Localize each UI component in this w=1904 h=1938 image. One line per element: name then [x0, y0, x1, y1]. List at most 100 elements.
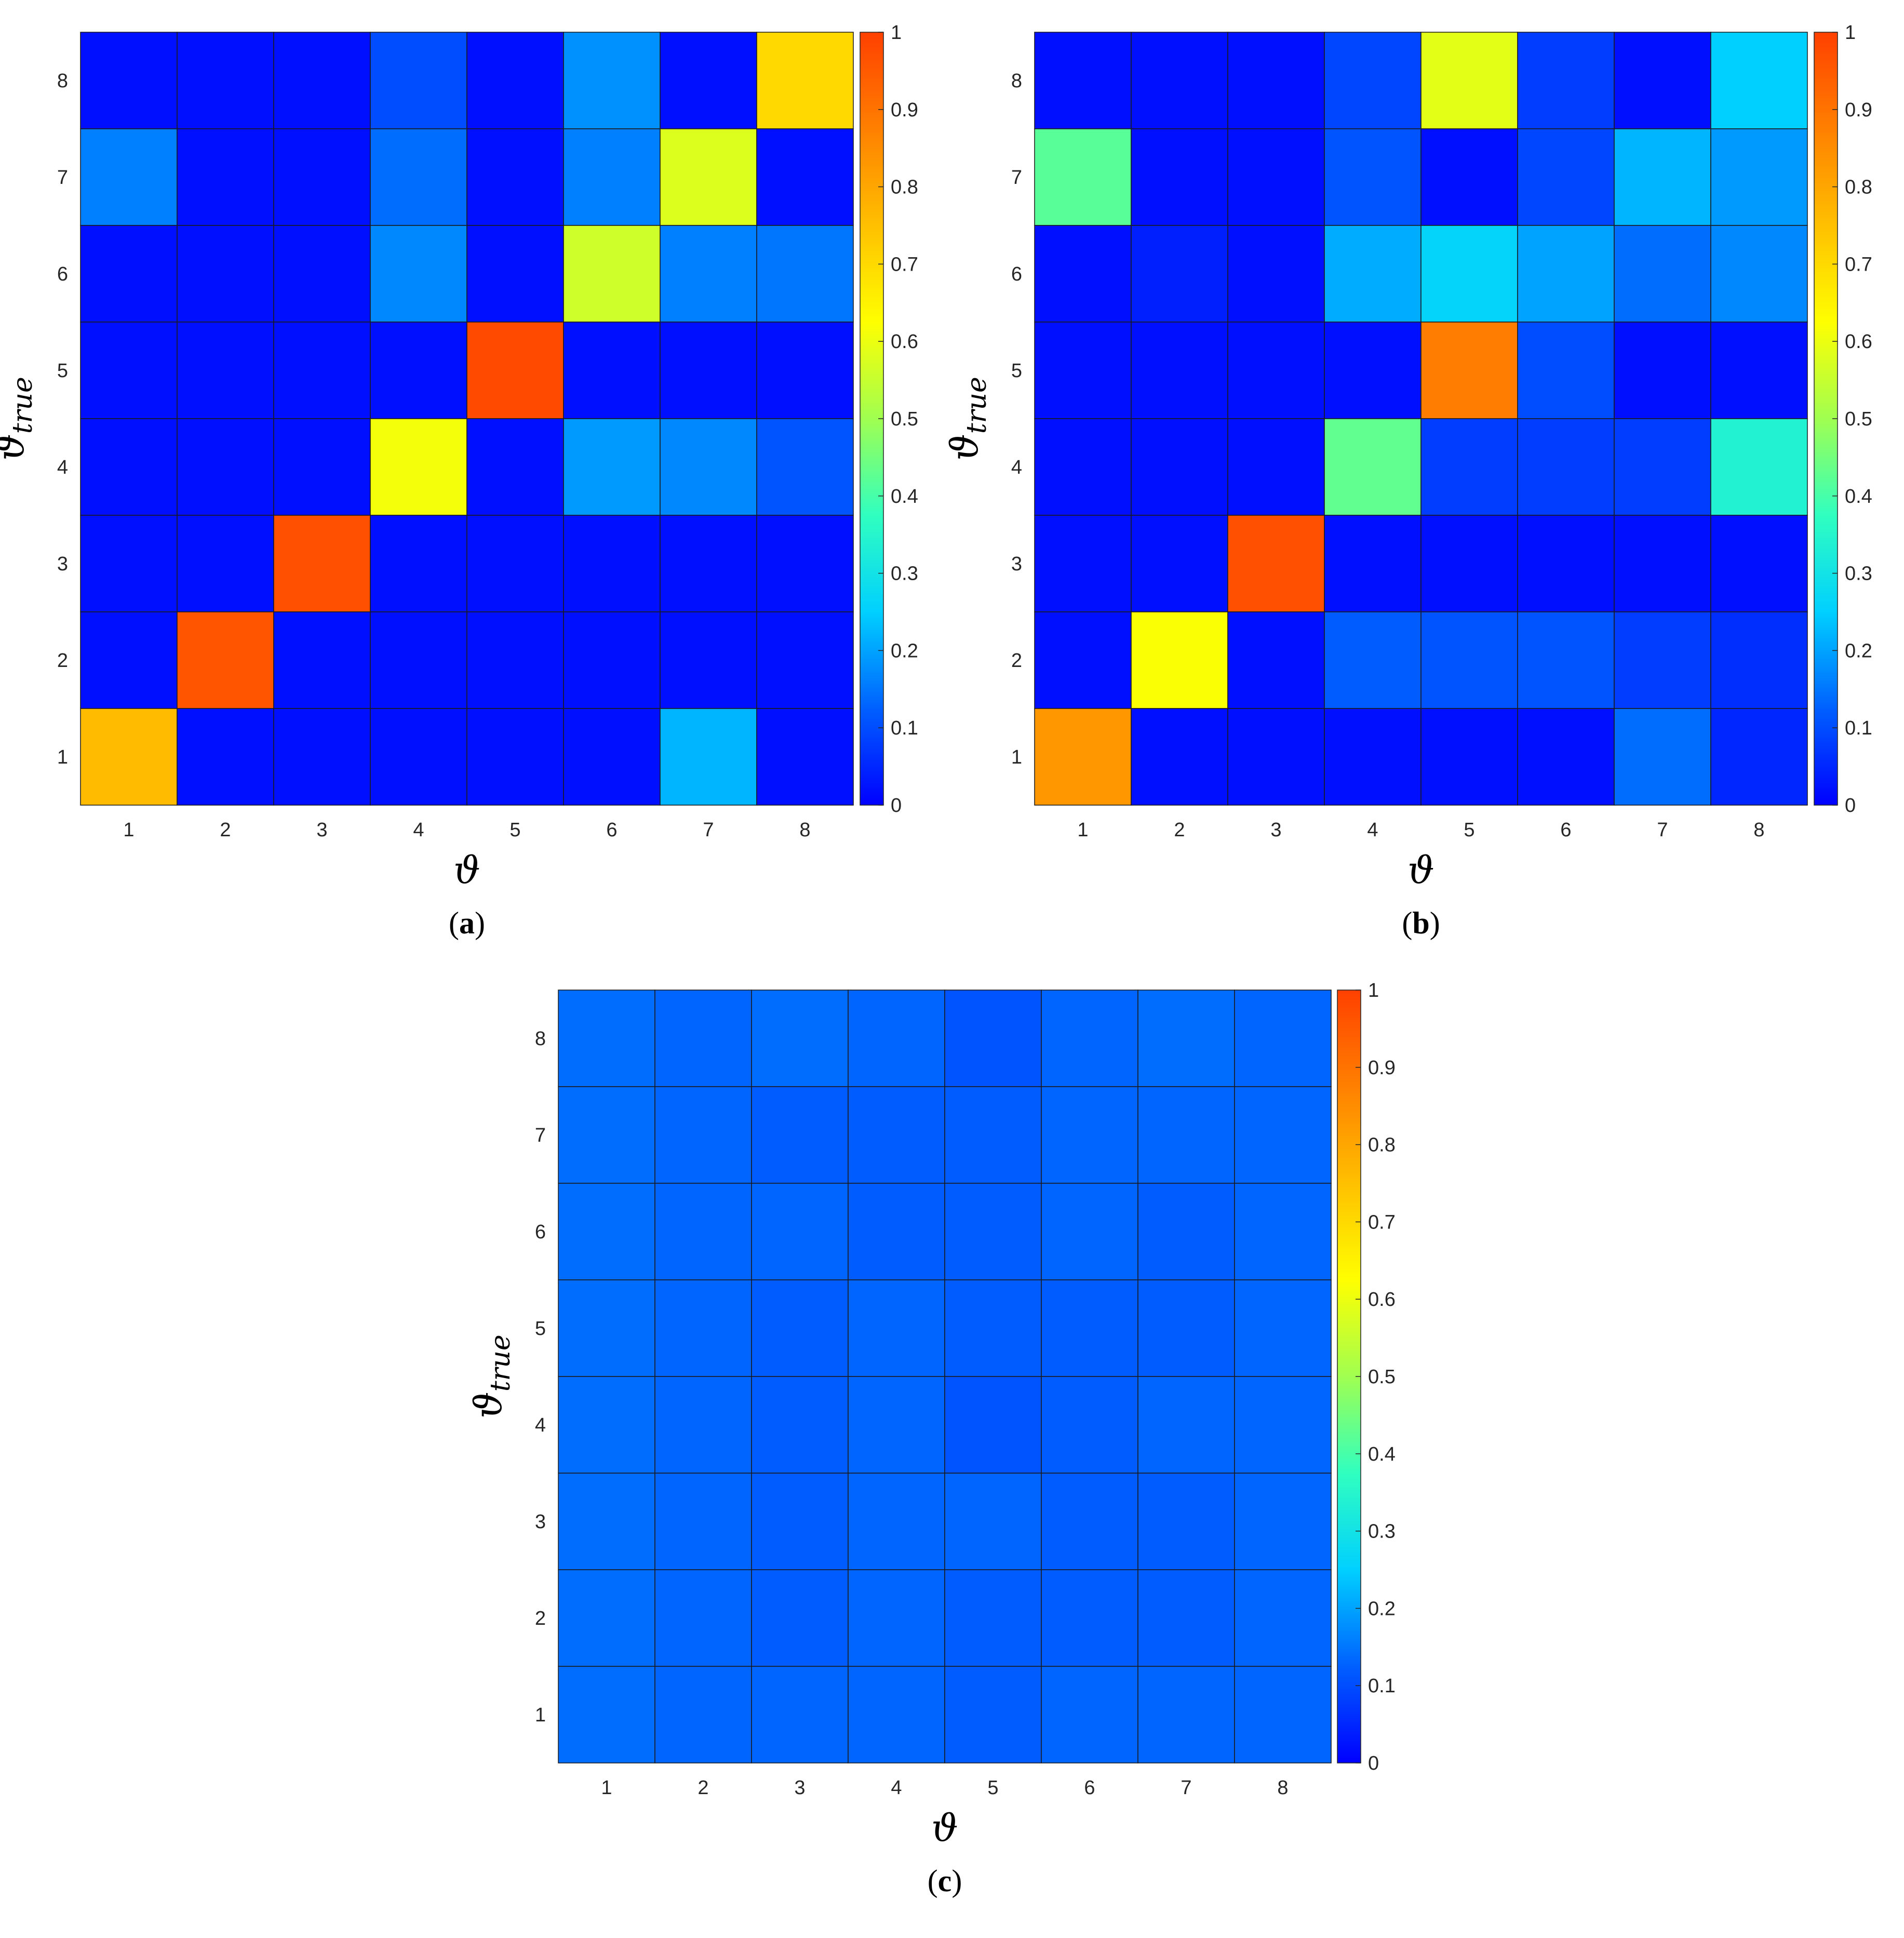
- y-tick-label: 3: [57, 553, 68, 575]
- heatmap-cell-a-r5-c5: [466, 322, 564, 419]
- heatmap-cell-b-r5-c5: [1420, 322, 1518, 419]
- y-tick-label: 7: [57, 167, 68, 189]
- heatmap-cell-c-r3-c6: [1041, 1473, 1138, 1570]
- x-tick-label: 6: [1084, 1777, 1095, 1799]
- heatmap-cell-b-r1-c7: [1614, 708, 1711, 806]
- heatmap-cell-c-r6-c1: [558, 1183, 655, 1280]
- heatmap-cell-b-r5-c2: [1131, 322, 1228, 419]
- heatmap-cell-b-r6-c3: [1227, 225, 1325, 323]
- heatmap-cell-c-r4-c8: [1234, 1376, 1332, 1474]
- y-axis-label-b: ϑtrue: [943, 377, 993, 461]
- heatmap-cell-b-r7-c8: [1710, 128, 1808, 226]
- heatmap-cell-a-r5-c6: [563, 322, 661, 419]
- panel-a: 1234567812345678ϑϑtrue00.10.20.30.40.50.…: [0, 22, 918, 940]
- heatmap-cell-a-r7-c3: [273, 128, 371, 226]
- colorbar-tick-label: 0.9: [1368, 1057, 1396, 1079]
- heatmap-cell-a-r3-c7: [660, 515, 757, 612]
- heatmap-cell-c-r2-c8: [1234, 1569, 1332, 1667]
- heatmap-cell-b-r2-c8: [1710, 611, 1808, 709]
- y-tick-label: 8: [1011, 70, 1022, 92]
- colorbar-tick-label: 0: [1368, 1753, 1379, 1774]
- heatmap-cell-a-r6-c4: [370, 225, 467, 323]
- heatmap-cell-a-r4-c5: [466, 418, 564, 516]
- x-tick-labels-c: 1 2 3 4 5 6 7 8: [601, 1777, 1288, 1799]
- colorbar-tick-label: 1: [1845, 22, 1856, 44]
- caption-paren-close: ): [951, 1864, 962, 1898]
- heatmap-cell-a-r7-c2: [177, 128, 274, 226]
- caption-letter: b: [1412, 906, 1429, 940]
- heatmap-cell-c-r8-c6: [1041, 990, 1138, 1087]
- heatmap-cell-b-r4-c2: [1131, 418, 1228, 516]
- x-tick-label: 1: [601, 1777, 612, 1799]
- heatmap-cell-a-r4-c3: [273, 418, 371, 516]
- colorbar-tick-label: 0.8: [1368, 1134, 1396, 1156]
- heatmap-cell-c-r7-c5: [944, 1086, 1042, 1184]
- heatmap-cell-b-r8-c5: [1420, 32, 1518, 129]
- heatmap-cell-c-r1-c2: [654, 1666, 752, 1763]
- colorbar-tick-label: 0.3: [891, 563, 918, 585]
- heatmap-cell-a-r6-c5: [466, 225, 564, 323]
- heatmap-cell-a-r8-c2: [177, 32, 274, 129]
- heatmap-cell-b-r8-c2: [1131, 32, 1228, 129]
- heatmap-cell-b-r6-c6: [1517, 225, 1615, 323]
- heatmap-cell-c-r6-c2: [654, 1183, 752, 1280]
- heatmap-cell-b-r2-c7: [1614, 611, 1711, 709]
- heatmap-cell-b-r4-c5: [1420, 418, 1518, 516]
- heatmap-cell-c-r2-c3: [751, 1569, 849, 1667]
- y-tick-label: 4: [57, 457, 68, 478]
- heatmap-cell-c-r1-c7: [1137, 1666, 1235, 1763]
- colorbar-a: 0 0.1 0.2 0.3 0.4 0.5 0.6 0.7 0.8 0.9 1: [860, 22, 918, 817]
- x-axis-label-a: ϑ: [453, 848, 480, 892]
- heatmap-cell-b-r3-c1: [1034, 515, 1132, 612]
- x-tick-label: 5: [987, 1777, 998, 1799]
- x-tick-label: 1: [1077, 819, 1088, 841]
- heatmap-cell-c-r7-c8: [1234, 1086, 1332, 1184]
- heatmap-cell-c-r7-c7: [1137, 1086, 1235, 1184]
- x-tick-label: 6: [606, 819, 617, 841]
- y-axis-label-subscript: true: [7, 377, 38, 434]
- y-axis-label-subscript: true: [485, 1334, 516, 1392]
- heatmap-cell-c-r8-c4: [848, 990, 945, 1087]
- colorbar-tick-label: 0.5: [1368, 1366, 1396, 1388]
- heatmap-cell-a-r3-c6: [563, 515, 661, 612]
- heatmap-cell-a-r1-c3: [273, 708, 371, 806]
- heatmap-cell-b-r4-c1: [1034, 418, 1132, 516]
- heatmap-cell-b-r2-c1: [1034, 611, 1132, 709]
- caption-paren-close: ): [1430, 906, 1440, 940]
- heatmap-cell-b-r3-c2: [1131, 515, 1228, 612]
- heatmap-cell-b-r4-c7: [1614, 418, 1711, 516]
- x-tick-label: 1: [123, 819, 134, 841]
- heatmap-cell-a-r4-c6: [563, 418, 661, 516]
- heatmap-cell-b-r7-c5: [1420, 128, 1518, 226]
- heatmap-cell-c-r6-c5: [944, 1183, 1042, 1280]
- heatmap-cell-b-r7-c4: [1324, 128, 1422, 226]
- y-axis-label-symbol: ϑ: [943, 434, 986, 460]
- heatmap-cell-a-r4-c1: [80, 418, 178, 516]
- y-tick-labels-c: 1 2 3 4 5 6 7 8: [535, 1028, 546, 1726]
- heatmap-cell-b-r3-c7: [1614, 515, 1711, 612]
- heatmap-cell-b-r4-c6: [1517, 418, 1615, 516]
- heatmap-cell-a-r7-c4: [370, 128, 467, 226]
- heatmap-cell-b-r7-c1: [1034, 128, 1132, 226]
- heatmap-cell-c-r5-c5: [944, 1279, 1042, 1377]
- y-tick-label: 8: [535, 1028, 546, 1050]
- heatmap-cell-c-r3-c8: [1234, 1473, 1332, 1570]
- heatmap-cell-c-r3-c1: [558, 1473, 655, 1570]
- heatmap-cell-b-r2-c5: [1420, 611, 1518, 709]
- y-tick-label: 3: [535, 1511, 546, 1533]
- colorbar-tick-label: 0.6: [1845, 331, 1872, 353]
- heatmap-cell-a-r5-c1: [80, 322, 178, 419]
- heatmap-cell-b-r3-c4: [1324, 515, 1422, 612]
- colorbar-tick-label: 0.9: [1845, 99, 1872, 121]
- heatmap-cell-a-r4-c7: [660, 418, 757, 516]
- heatmap-cell-b-r1-c4: [1324, 708, 1422, 806]
- heatmap-cell-b-r1-c6: [1517, 708, 1615, 806]
- x-tick-label: 3: [316, 819, 327, 841]
- heatmap-cell-a-r7-c1: [80, 128, 178, 226]
- heatmap-cell-c-r5-c4: [848, 1279, 945, 1377]
- heatmap-cell-a-r2-c6: [563, 611, 661, 709]
- heatmap-cell-b-r1-c1: [1034, 708, 1132, 806]
- y-axis-label-a: ϑtrue: [0, 377, 38, 461]
- x-tick-label: 3: [794, 1777, 805, 1799]
- y-tick-labels-b: 1 2 3 4 5 6 7 8: [1011, 70, 1022, 768]
